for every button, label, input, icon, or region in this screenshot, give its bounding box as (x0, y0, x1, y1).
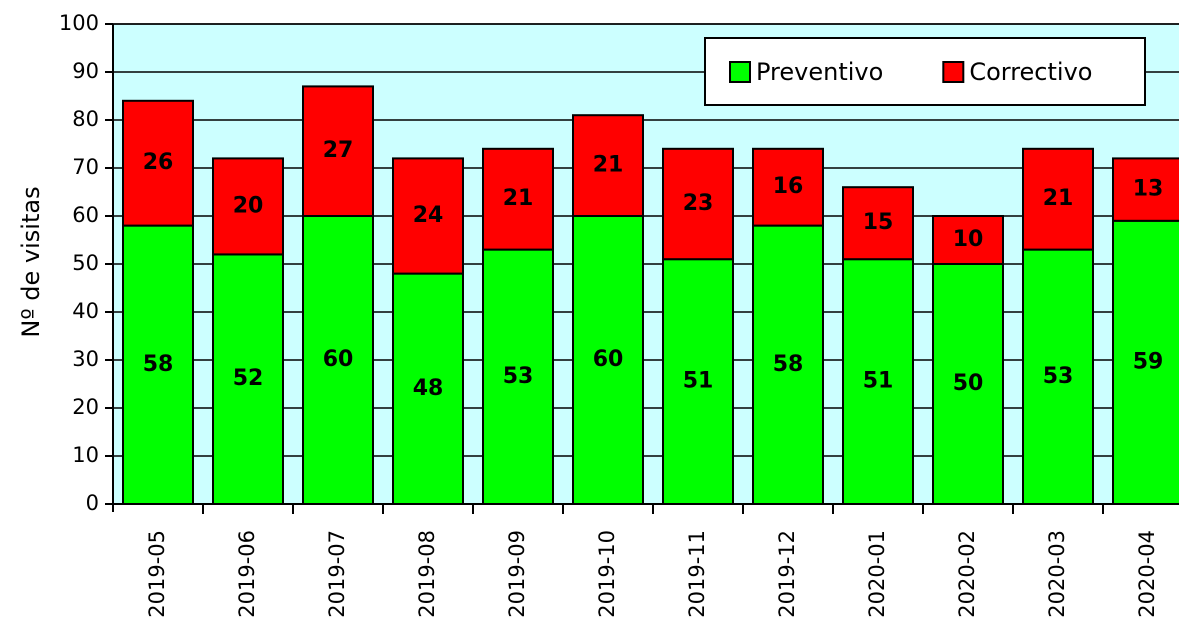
bar-segment (482, 248, 554, 505)
y-tick-label: 100 (59, 11, 99, 35)
value-label: 23 (683, 191, 714, 216)
x-tick-label: 2019-06 (235, 530, 259, 618)
x-tick-label: 2019-10 (595, 530, 619, 618)
bar-segment (302, 85, 374, 218)
bar-segment (1022, 147, 1094, 251)
value-label: 60 (323, 347, 354, 372)
bar-segment (482, 147, 554, 251)
legend-label: Preventivo (756, 58, 883, 86)
value-label: 26 (143, 150, 174, 175)
value-label: 21 (593, 153, 624, 178)
bar-segment (842, 186, 914, 261)
y-tick-label: 60 (72, 203, 99, 227)
value-label: 51 (863, 369, 894, 394)
y-tick-label: 20 (72, 395, 99, 419)
y-tick-label: 40 (72, 299, 99, 323)
bar-segment (392, 157, 464, 275)
value-label: 53 (503, 364, 534, 389)
value-label: 53 (1043, 364, 1074, 389)
value-label: 20 (233, 193, 264, 218)
y-tick-label: 70 (72, 155, 99, 179)
x-tick-label: 2019-09 (505, 530, 529, 618)
bar-segment (1112, 157, 1179, 222)
value-label: 48 (413, 376, 444, 401)
value-label: 27 (323, 138, 354, 163)
x-tick-label: 2020-01 (865, 530, 889, 618)
legend-label: Correctivo (969, 58, 1092, 86)
x-tick-label: 2019-12 (775, 530, 799, 618)
bar-segment (752, 224, 824, 505)
value-label: 10 (953, 227, 984, 252)
bar-segment (932, 263, 1004, 505)
bar-segment (122, 99, 194, 227)
y-tick-label: 30 (72, 347, 99, 371)
value-label: 52 (233, 366, 264, 391)
x-tick-label: 2020-02 (955, 530, 979, 618)
x-tick-label: 2019-05 (145, 530, 169, 618)
value-label: 13 (1133, 177, 1164, 202)
value-label: 51 (683, 369, 714, 394)
y-tick-label: 90 (72, 59, 99, 83)
bar-segment (662, 147, 734, 261)
value-label: 16 (773, 174, 804, 199)
value-label: 24 (413, 203, 444, 228)
value-label: 58 (773, 352, 804, 377)
x-tick-label: 2020-03 (1045, 530, 1069, 618)
value-label: 60 (593, 347, 624, 372)
y-tick-label: 10 (72, 443, 99, 467)
y-axis-label: Nº de visitas (17, 186, 45, 337)
legend-swatch (942, 61, 965, 83)
bar-segment (392, 272, 464, 505)
bar-segment (302, 215, 374, 505)
y-tick-label: 50 (72, 251, 99, 275)
bar-segment (752, 147, 824, 227)
x-tick-label: 2019-08 (415, 530, 439, 618)
y-tick-label: 80 (72, 107, 99, 131)
legend-box (704, 37, 1146, 106)
bar-segment (932, 215, 1004, 265)
value-label: 50 (953, 371, 984, 396)
y-tick-label: 0 (86, 491, 99, 515)
bar-segment (572, 114, 644, 217)
x-tick-label: 2019-11 (685, 530, 709, 618)
bar-segment (1022, 248, 1094, 505)
value-label: 59 (1133, 349, 1164, 374)
value-label: 58 (143, 352, 174, 377)
value-label: 15 (863, 210, 894, 235)
x-tick-label: 2020-04 (1135, 530, 1159, 618)
x-tick-label: 2019-07 (325, 530, 349, 618)
value-label: 21 (1043, 186, 1074, 211)
bar-segment (1112, 219, 1179, 506)
bar-segment (212, 157, 284, 256)
bar-segment (662, 258, 734, 506)
legend-swatch (729, 61, 751, 83)
value-label: 21 (503, 186, 534, 211)
